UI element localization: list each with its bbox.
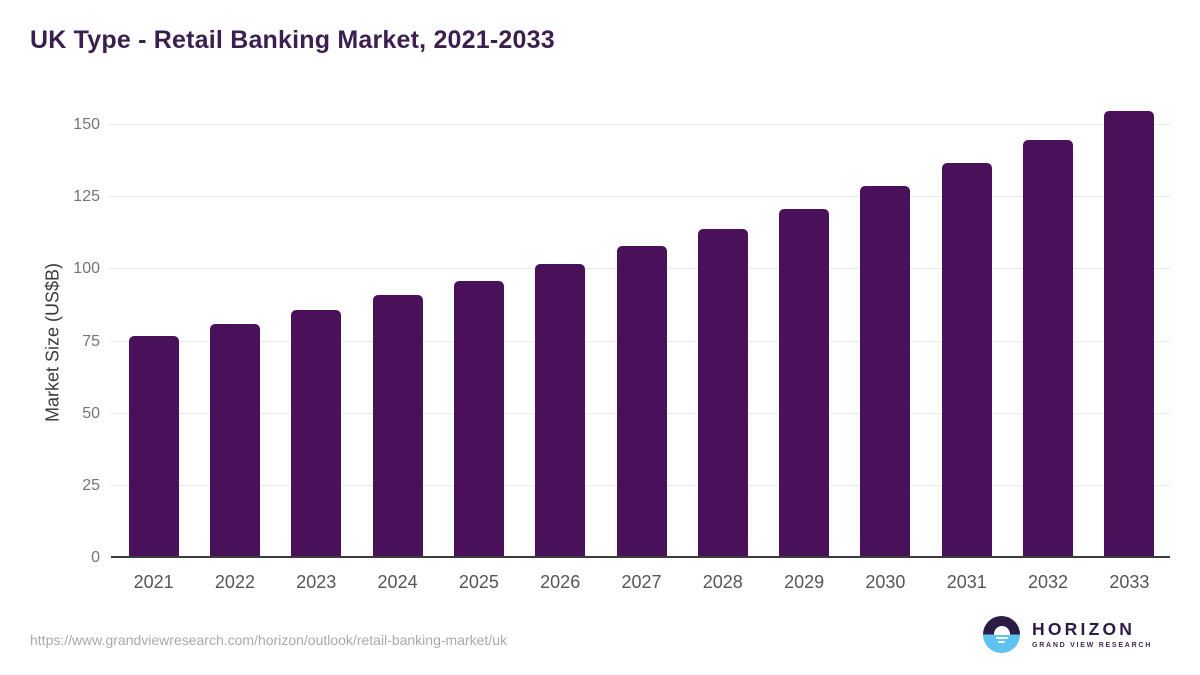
- y-tick-label-100: 100: [73, 260, 100, 278]
- logo-text: HORIZON GRAND VIEW RESEARCH: [1032, 619, 1152, 649]
- bar-2024: [372, 295, 423, 558]
- x-tick-label-2029: 2029: [784, 572, 825, 592]
- x-tick-label-2026: 2026: [540, 572, 581, 592]
- bar-2033: [1104, 110, 1155, 558]
- x-tick-label-2025: 2025: [458, 572, 499, 592]
- plot-area: [109, 100, 1170, 558]
- y-tick-label-150: 150: [73, 116, 100, 134]
- bar-2021: [128, 335, 179, 558]
- bar-2032: [1023, 139, 1074, 558]
- x-axis-line: [111, 556, 1170, 558]
- gridline-150: [109, 124, 1170, 126]
- x-tick-label-2030: 2030: [865, 572, 906, 592]
- x-tick-label-2031: 2031: [946, 572, 987, 592]
- bar-2028: [697, 229, 748, 558]
- source-url: https://www.grandviewresearch.com/horizo…: [30, 632, 507, 648]
- horizon-logo: HORIZON GRAND VIEW RESEARCH: [983, 616, 1152, 653]
- bar-2027: [616, 246, 667, 558]
- y-tick-label-75: 75: [82, 332, 100, 350]
- x-tick-label-2032: 2032: [1028, 572, 1069, 592]
- x-tick-label-2021: 2021: [133, 572, 174, 592]
- x-tick-label-2022: 2022: [214, 572, 255, 592]
- bar-2031: [941, 162, 992, 558]
- y-tick-label-0: 0: [91, 549, 100, 566]
- bar-2022: [209, 324, 260, 558]
- chart-title: UK Type - Retail Banking Market, 2021-20…: [30, 26, 555, 54]
- x-tick-label-2033: 2033: [1109, 572, 1150, 592]
- bar-2030: [860, 185, 911, 558]
- bar-2023: [291, 309, 342, 558]
- y-tick-label-50: 50: [82, 404, 100, 422]
- logo-subtitle: GRAND VIEW RESEARCH: [1032, 641, 1152, 649]
- horizon-logo-icon: [983, 616, 1021, 653]
- logo-wordmark: HORIZON: [1032, 619, 1136, 640]
- sun-reflection-icon: [998, 640, 1006, 643]
- sun-icon: [993, 625, 1010, 635]
- gridline-125: [109, 196, 1170, 198]
- bar-2029: [779, 208, 830, 558]
- x-tick-label-2027: 2027: [621, 572, 662, 592]
- bar-2026: [535, 263, 586, 558]
- x-tick-label-2024: 2024: [377, 572, 418, 592]
- y-tick-label-25: 25: [82, 476, 100, 494]
- y-tick-label-125: 125: [73, 188, 100, 206]
- x-tick-label-2023: 2023: [296, 572, 337, 592]
- sun-reflection-icon: [995, 636, 1008, 639]
- bar-2025: [453, 280, 504, 558]
- x-tick-label-2028: 2028: [702, 572, 743, 592]
